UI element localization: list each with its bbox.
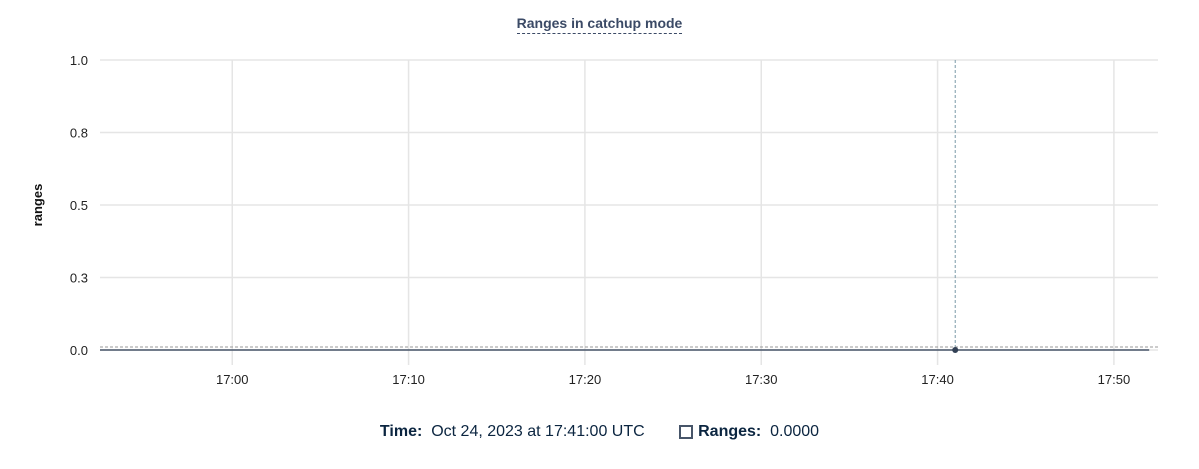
x-tick-label: 17:50 <box>1098 372 1131 387</box>
x-tick-label: 17:10 <box>392 372 425 387</box>
y-axis-label: ranges <box>30 184 45 227</box>
series-toggle-checkbox[interactable] <box>679 425 694 439</box>
y-tick-label: 0.8 <box>70 126 88 141</box>
hover-point <box>952 347 959 353</box>
time-value: Oct 24, 2023 at 17:41:00 UTC <box>431 423 645 440</box>
series-value: 0.0000 <box>770 423 820 440</box>
x-tick-label: 17:20 <box>569 372 602 387</box>
chart-title[interactable]: Ranges in catchup mode <box>0 15 1199 34</box>
y-tick-label: 0.5 <box>70 198 88 213</box>
y-tick-label: 0.3 <box>70 271 88 286</box>
x-tick-label: 17:30 <box>745 372 778 387</box>
y-tick-label: 0.0 <box>70 343 88 358</box>
time-label: Time: <box>379 423 423 440</box>
x-tick-label: 17:00 <box>216 372 249 387</box>
y-tick-label: 1.0 <box>70 53 88 68</box>
hover-legend: Time: Oct 24, 2023 at 17:41:00 UTC Range… <box>0 423 1199 441</box>
x-tick-label: 17:40 <box>921 372 954 387</box>
chart-title-text[interactable]: Ranges in catchup mode <box>516 15 683 34</box>
series-label: Ranges: <box>698 423 762 440</box>
